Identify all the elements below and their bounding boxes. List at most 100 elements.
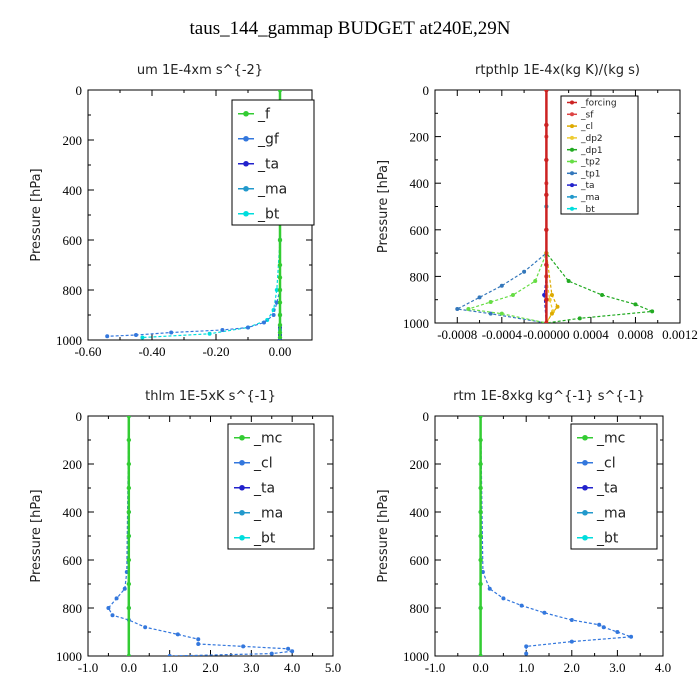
y-axis-label: Pressure [hPa]	[29, 489, 44, 582]
data-point	[601, 625, 606, 630]
data-point	[126, 509, 132, 515]
legend-entry: _sf	[580, 110, 594, 120]
figure-title: taus_144_gammap BUDGET at240E,29N	[189, 18, 511, 39]
data-point	[542, 293, 547, 298]
y-tick-label: 600	[63, 233, 83, 248]
y-tick-label: 1000	[56, 649, 82, 664]
data-point	[544, 320, 549, 323]
legend-marker	[243, 210, 249, 217]
data-point	[122, 586, 127, 591]
y-tick-label: 400	[410, 176, 430, 191]
data-point	[277, 312, 283, 318]
data-point	[277, 330, 283, 335]
series-line-tp1	[455, 90, 547, 323]
legend: _mc _cl _ta _ma _bt	[227, 423, 315, 550]
legend-entry: _cl	[580, 122, 593, 132]
data-point	[478, 653, 483, 656]
x-tick-label: 4.0	[284, 660, 300, 675]
series-line-dp1	[545, 90, 653, 323]
legend-entry: _bt	[257, 207, 280, 223]
data-point	[524, 651, 529, 656]
y-tick-label: 0	[76, 83, 83, 98]
data-point	[544, 192, 549, 198]
legend-marker	[570, 171, 574, 176]
legend-marker	[243, 135, 249, 142]
y-tick-label: 400	[410, 505, 430, 520]
data-point	[478, 557, 483, 563]
data-point	[286, 646, 291, 651]
x-tick-label: -1.0	[78, 660, 99, 675]
x-tick-label: 3.0	[243, 660, 259, 675]
data-point	[533, 279, 538, 284]
panel-1: um 1E-4xm s^{-2} Pressure [hPa] 0 200 400 600…	[29, 63, 315, 359]
x-tick-label: 0.0008	[618, 327, 654, 342]
data-point	[478, 437, 483, 443]
data-point	[277, 287, 283, 293]
data-point	[196, 637, 201, 642]
panel-4: rtm 1E-8xkg kg^{-1} s^{-1} Pressure [hPa]…	[376, 389, 671, 675]
legend-entry: _gf	[257, 132, 280, 148]
data-point	[478, 605, 483, 611]
series-line-cl	[107, 416, 295, 656]
data-point	[277, 90, 283, 93]
x-tick-label: 0.00	[269, 344, 292, 359]
panel-title: thlm 1E-5xK s^{-1}	[145, 389, 276, 404]
data-point	[524, 644, 529, 649]
data-point	[207, 331, 212, 336]
panel-3: thlm 1E-5xK s^{-1} Pressure [hPa] 0 200 400 6…	[29, 389, 341, 675]
data-point	[478, 485, 483, 491]
legend-entry: _tp2	[580, 158, 600, 168]
data-point	[241, 644, 246, 649]
legend-marker	[582, 459, 588, 466]
data-point	[519, 603, 524, 608]
data-point	[544, 297, 549, 302]
legend-marker	[239, 434, 245, 441]
data-point	[114, 596, 119, 601]
data-point	[277, 335, 283, 340]
legend-entry: _dp1	[580, 146, 603, 156]
data-point	[478, 416, 483, 419]
legend-marker	[239, 459, 245, 466]
y-tick-label: 400	[63, 183, 83, 198]
data-point	[126, 533, 132, 539]
y-tick-label: 600	[410, 553, 430, 568]
legend-entry: _ma	[596, 506, 626, 522]
y-axis-label: Pressure [hPa]	[376, 489, 391, 582]
legend-marker	[570, 135, 574, 140]
legend: _forcing_sf _cl _dp2 _dp1 _tp2_tp1 _ta _ma _bt	[560, 95, 639, 215]
legend-entry: _ta	[257, 157, 279, 173]
y-tick-label: 1000	[56, 333, 82, 348]
data-point	[167, 654, 172, 656]
data-point	[126, 605, 132, 611]
data-point	[220, 328, 225, 332]
data-point	[487, 586, 492, 591]
legend: _mc _cl _ta _ma _bt	[570, 423, 658, 550]
data-point	[577, 316, 582, 321]
panel-title: um 1E-4xm s^{-2}	[137, 63, 263, 78]
data-point	[277, 262, 283, 268]
legend-entry: _ta	[253, 481, 275, 497]
data-point	[547, 297, 552, 302]
legend-entry: _ma	[580, 193, 600, 203]
data-point	[455, 307, 460, 312]
legend-entry: _mc	[596, 431, 625, 447]
x-tick-label: -0.60	[74, 344, 101, 359]
legend-entry: _ma	[257, 182, 287, 198]
data-point	[126, 581, 132, 587]
legend-marker	[570, 183, 574, 188]
data-point	[549, 311, 554, 316]
data-point	[477, 295, 482, 300]
panel-title: rtm 1E-8xkg kg^{-1} s^{-1}	[453, 389, 645, 404]
data-point	[466, 307, 471, 312]
x-tick-label: -1.0	[425, 660, 446, 675]
data-point	[175, 632, 180, 637]
x-tick-label: -0.0008	[437, 327, 477, 342]
y-tick-label: 0	[76, 409, 83, 424]
x-tick-label: 2.0	[564, 660, 580, 675]
legend-marker	[582, 509, 588, 516]
data-point	[277, 322, 283, 328]
data-point	[478, 509, 483, 515]
y-tick-label: 0	[423, 409, 430, 424]
data-point	[569, 639, 574, 644]
legend-marker	[243, 110, 249, 117]
